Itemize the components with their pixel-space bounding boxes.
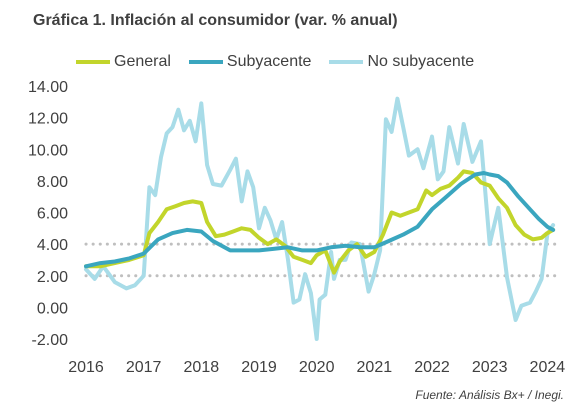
legend-label-subyacente: Subyacente (226, 53, 312, 70)
series-line-subyacente (84, 171, 556, 269)
y-tick-label: 2.00 (37, 269, 68, 286)
y-tick-label: 4.00 (37, 237, 68, 254)
legend-swatch-general (76, 60, 110, 64)
source-note: Fuente: Análisis Bx+ / Inegi. (415, 388, 564, 402)
series-line-general (84, 169, 556, 275)
legend-item-subyacente: Subyacente (188, 53, 312, 71)
x-tick-label: 2023 (472, 359, 508, 376)
y-tick-label: 12.00 (28, 111, 68, 128)
chart-title: Gráfica 1. Inflación al consumidor (var.… (33, 12, 398, 29)
legend-item-no-subyacente: No subyacente (329, 53, 474, 71)
y-tick-label: 14.00 (28, 79, 68, 96)
x-tick-label: 2019 (241, 359, 277, 376)
legend-swatch-subyacente (188, 60, 223, 64)
y-tick-label: 10.00 (28, 142, 68, 159)
y-tick-label: 0.00 (37, 300, 68, 317)
series-line-no-subyacente (84, 96, 556, 341)
x-tick-label: 2022 (414, 359, 450, 376)
legend-item-general: General (76, 53, 171, 71)
y-tick-label: 8.00 (37, 174, 68, 191)
y-tick-label: -2.00 (32, 332, 69, 349)
x-tick-label: 2018 (184, 359, 220, 376)
legend-label-no-subyacente: No subyacente (367, 53, 475, 70)
x-tick-label: 2024 (530, 359, 566, 376)
legend-label-general: General (114, 53, 171, 70)
y-tick-label: 6.00 (37, 206, 68, 223)
x-tick-label: 2021 (357, 359, 393, 376)
legend-swatch-no-subyacente (329, 60, 364, 64)
chart-legend: General Subyacente No subyacente (76, 52, 492, 72)
x-tick-label: 2017 (126, 359, 162, 376)
x-tick-label: 2020 (299, 359, 335, 376)
x-tick-label: 2016 (68, 359, 104, 376)
